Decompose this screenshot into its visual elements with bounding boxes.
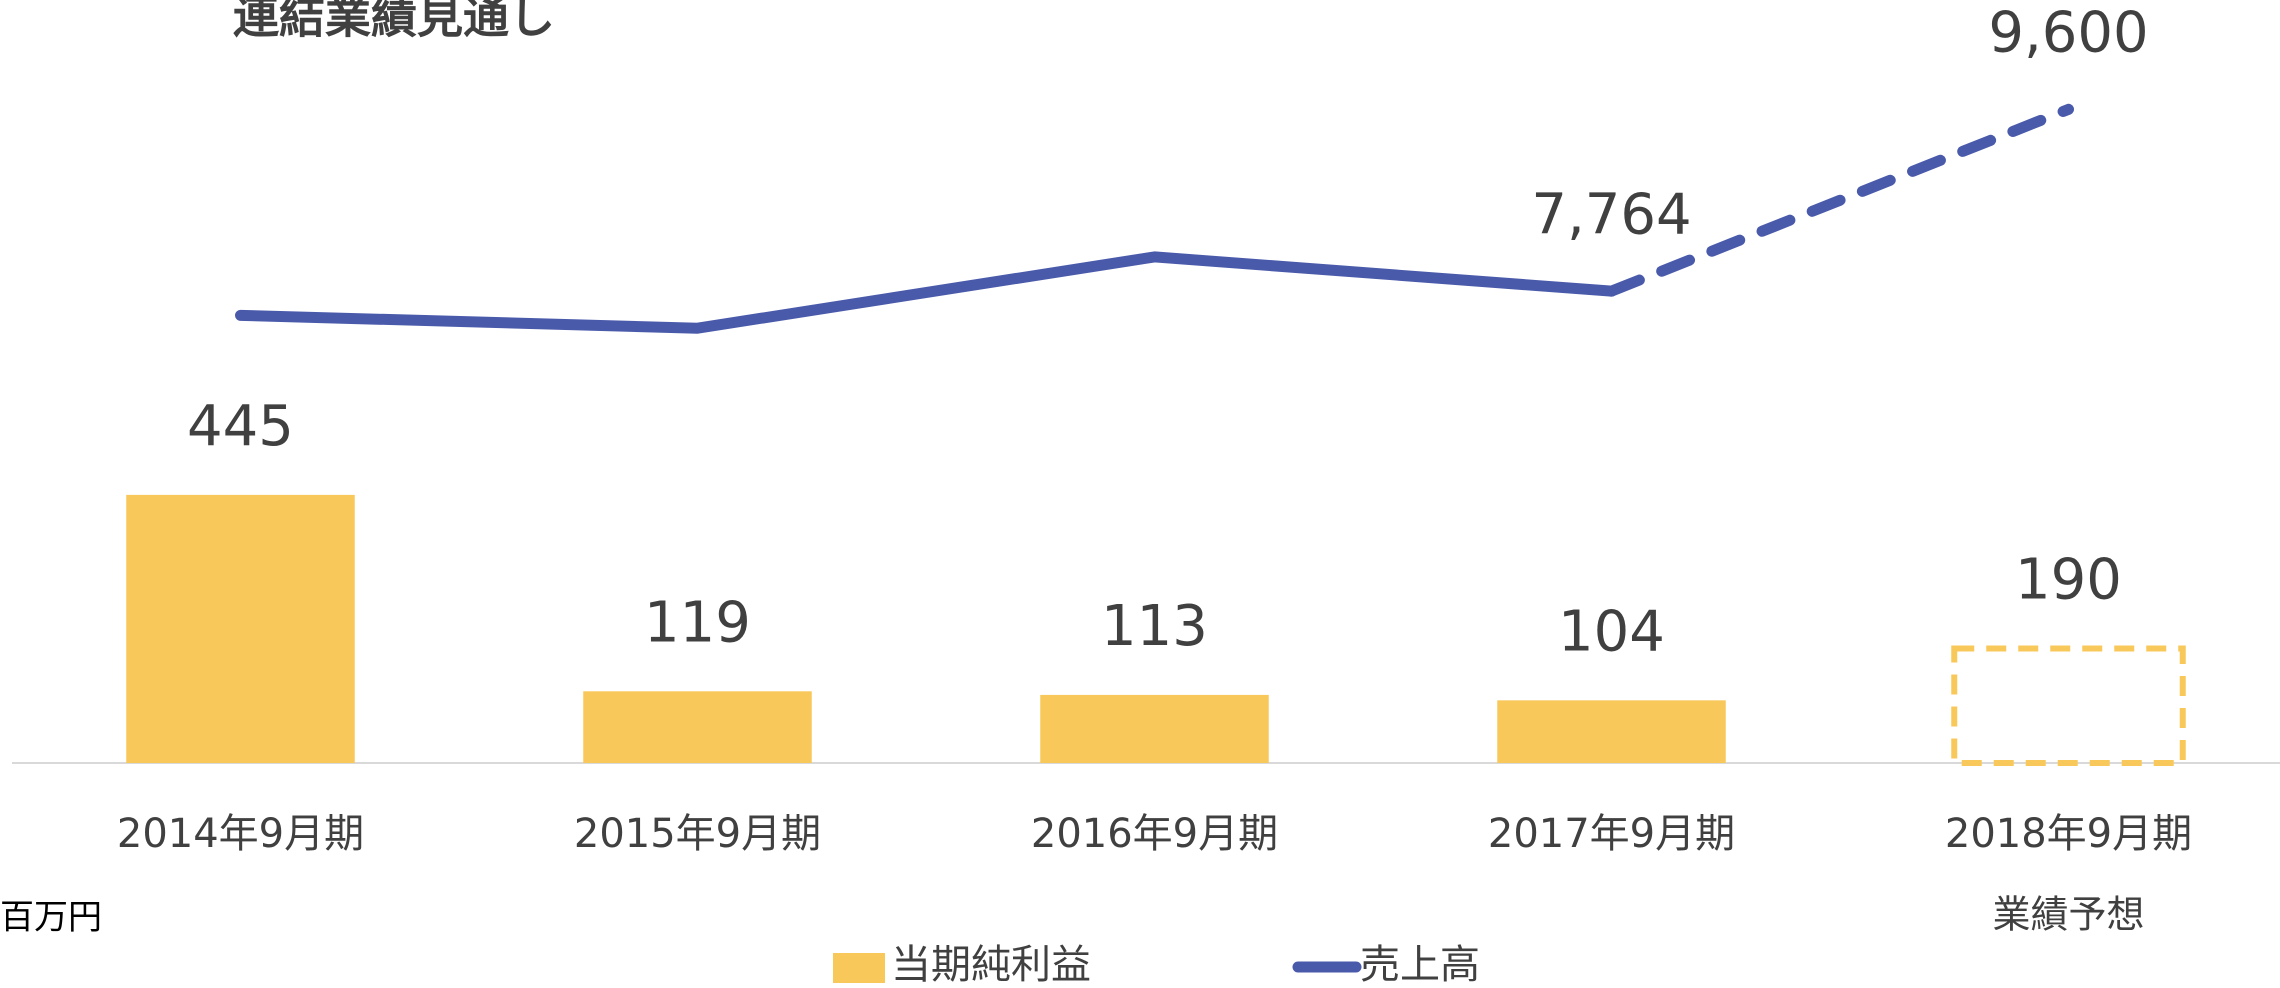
line	[235, 251, 1617, 334]
x-tick-label: 2015年9月期	[574, 811, 821, 857]
bar	[583, 691, 812, 763]
data-label: 104	[1558, 599, 1665, 664]
data-label: 7,764	[1531, 182, 1691, 247]
data-label: 9,600	[1988, 0, 2148, 65]
forecast-label: 業績予想	[1992, 893, 2144, 937]
data-label: 445	[187, 394, 294, 459]
legend-label: 売上高	[1360, 942, 1480, 988]
data-label: 190	[2015, 548, 2122, 613]
x-tick-label: 2016年9月期	[1031, 811, 1278, 857]
bar	[1951, 645, 2186, 767]
unit-label: 百万円	[0, 898, 102, 938]
chart-title: 連結業績見通し	[233, 0, 555, 44]
data-label: 119	[644, 590, 751, 655]
legend-swatch	[833, 953, 885, 983]
x-tick-label: 2018年9月期	[1945, 811, 2192, 857]
bar	[1497, 700, 1726, 763]
data-label: 113	[1101, 594, 1208, 659]
legend-label: 当期純利益	[891, 942, 1091, 988]
x-tick-label: 2014年9月期	[117, 811, 364, 857]
bar	[1040, 694, 1269, 763]
line-forecast	[1606, 103, 2074, 297]
x-tick-label: 2017年9月期	[1488, 811, 1735, 857]
bar	[126, 494, 355, 763]
